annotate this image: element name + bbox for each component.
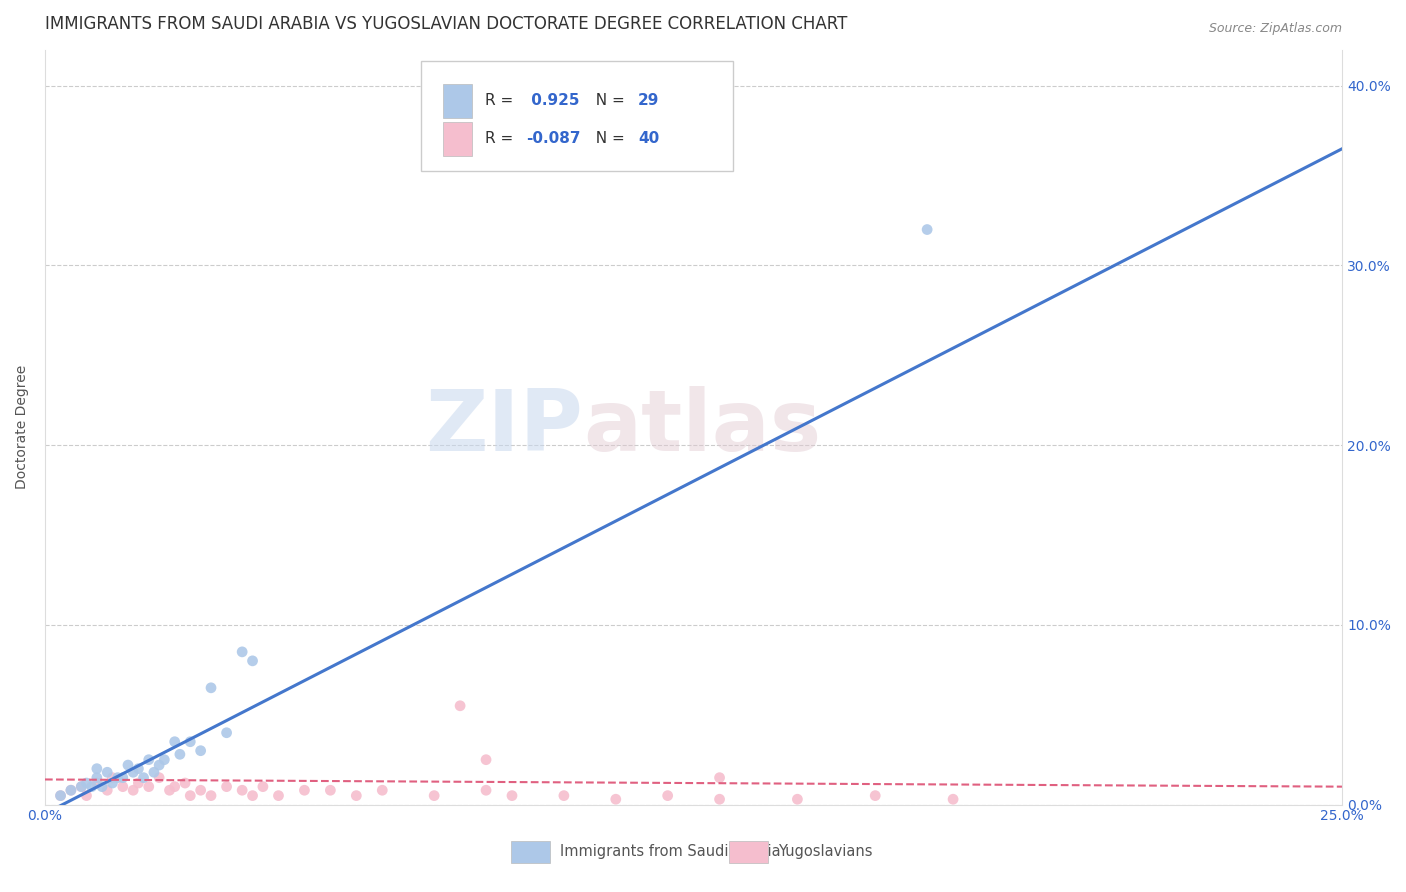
Point xyxy=(138,780,160,794)
Point xyxy=(122,783,145,797)
Text: N =: N = xyxy=(586,130,630,145)
Point xyxy=(163,735,186,749)
Point xyxy=(200,681,222,695)
Point xyxy=(215,780,238,794)
Text: N =: N = xyxy=(586,93,630,108)
FancyBboxPatch shape xyxy=(422,62,733,170)
Point xyxy=(475,753,498,767)
Text: -0.087: -0.087 xyxy=(526,130,581,145)
Text: Yugoslavians: Yugoslavians xyxy=(778,845,873,859)
Point xyxy=(96,765,118,780)
Point xyxy=(179,789,201,803)
Point xyxy=(449,698,471,713)
Text: 40: 40 xyxy=(638,130,659,145)
Point xyxy=(117,758,139,772)
Point xyxy=(475,783,498,797)
Point xyxy=(96,783,118,797)
Text: ZIP: ZIP xyxy=(426,385,583,468)
Point xyxy=(215,725,238,739)
Point xyxy=(942,792,965,806)
FancyBboxPatch shape xyxy=(443,121,472,155)
Point xyxy=(786,792,808,806)
Point xyxy=(76,776,98,790)
Point xyxy=(153,753,176,767)
Point xyxy=(101,771,124,785)
Point xyxy=(127,762,149,776)
Point xyxy=(242,789,264,803)
Point xyxy=(122,765,145,780)
Point xyxy=(605,792,627,806)
Point xyxy=(101,776,124,790)
Point xyxy=(501,789,523,803)
Point xyxy=(70,780,93,794)
Point xyxy=(148,771,170,785)
Point xyxy=(190,783,212,797)
Point xyxy=(294,783,316,797)
Point xyxy=(142,765,165,780)
Point xyxy=(553,789,575,803)
Text: Source: ZipAtlas.com: Source: ZipAtlas.com xyxy=(1209,21,1343,35)
Point xyxy=(344,789,367,803)
Point xyxy=(423,789,446,803)
Text: R =: R = xyxy=(485,130,517,145)
Point xyxy=(200,789,222,803)
Point xyxy=(159,783,181,797)
Point xyxy=(709,771,731,785)
Point xyxy=(49,789,72,803)
Point xyxy=(70,780,93,794)
Point xyxy=(127,776,149,790)
Point xyxy=(371,783,394,797)
Point xyxy=(91,780,114,794)
Point xyxy=(179,735,201,749)
Point xyxy=(86,771,108,785)
Text: R =: R = xyxy=(485,93,517,108)
Point xyxy=(76,789,98,803)
Point xyxy=(138,753,160,767)
Point xyxy=(709,792,731,806)
Text: Immigrants from Saudi Arabia: Immigrants from Saudi Arabia xyxy=(560,845,780,859)
Point xyxy=(231,645,253,659)
Point xyxy=(865,789,887,803)
Text: 0.925: 0.925 xyxy=(526,93,579,108)
Point xyxy=(49,789,72,803)
Y-axis label: Doctorate Degree: Doctorate Degree xyxy=(15,365,30,490)
Point xyxy=(169,747,191,762)
Point xyxy=(111,771,134,785)
Text: IMMIGRANTS FROM SAUDI ARABIA VS YUGOSLAVIAN DOCTORATE DEGREE CORRELATION CHART: IMMIGRANTS FROM SAUDI ARABIA VS YUGOSLAV… xyxy=(45,15,848,33)
Point xyxy=(86,776,108,790)
Point xyxy=(111,780,134,794)
Point xyxy=(59,783,82,797)
Point xyxy=(174,776,197,790)
Point xyxy=(267,789,290,803)
Point xyxy=(915,222,938,236)
FancyBboxPatch shape xyxy=(443,84,472,118)
Point xyxy=(148,758,170,772)
Point xyxy=(107,771,129,785)
Point xyxy=(657,789,679,803)
Point xyxy=(231,783,253,797)
Point xyxy=(190,744,212,758)
Text: 29: 29 xyxy=(638,93,659,108)
Point xyxy=(59,783,82,797)
Point xyxy=(242,654,264,668)
Point xyxy=(252,780,274,794)
Point xyxy=(163,780,186,794)
Point xyxy=(319,783,342,797)
Point xyxy=(80,780,103,794)
Point xyxy=(132,771,155,785)
Text: atlas: atlas xyxy=(583,385,821,468)
Point xyxy=(86,762,108,776)
